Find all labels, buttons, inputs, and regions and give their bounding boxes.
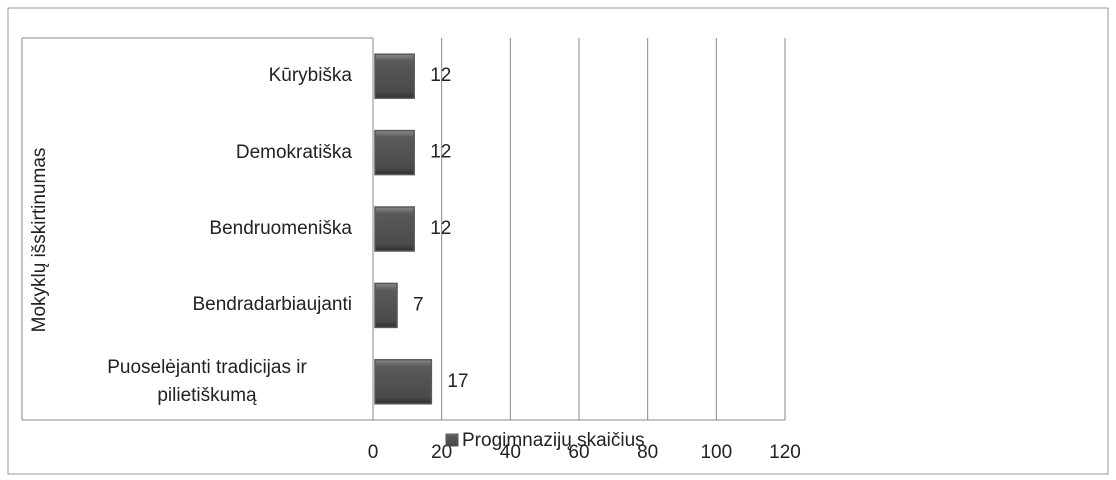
y-tick-label-box: Bendradarbiaujanti <box>62 275 352 335</box>
y-tick-label-box: Demokratiška <box>62 123 352 183</box>
data-label: 12 <box>430 218 451 239</box>
legend-label: Progimnazijų skaičius <box>462 430 645 451</box>
x-tick-label: 120 <box>769 442 801 463</box>
data-label: 12 <box>430 142 451 163</box>
y-tick-label: Kūrybiška <box>268 65 352 87</box>
chart-border <box>7 7 1109 475</box>
y-tick-label-box: Kūrybiška <box>62 46 352 106</box>
bar <box>374 129 415 176</box>
x-tick-label: 40 <box>500 442 521 463</box>
data-label: 12 <box>430 65 451 86</box>
data-label: 17 <box>447 371 468 392</box>
y-tick-label: Demokratiška <box>235 141 352 163</box>
bar <box>374 359 433 405</box>
y-axis-title: Mokyklų išskirtinumas <box>29 148 50 333</box>
bar <box>374 53 415 99</box>
legend-swatch <box>445 433 459 447</box>
x-tick-label: 60 <box>568 442 589 463</box>
y-tick-label: Bendradarbiaujanti <box>192 294 352 316</box>
bar <box>374 206 415 252</box>
y-tick-label-box: Puoselėjanti tradicijas ir pilietiškumą <box>62 352 352 412</box>
y-tick-label: Bendruomeniška <box>209 218 352 239</box>
x-tick-label: 20 <box>431 442 452 463</box>
x-tick-label: 80 <box>637 442 658 463</box>
data-label: 7 <box>413 294 424 315</box>
x-tick-label: 100 <box>700 442 732 463</box>
x-tick-label: 0 <box>368 442 379 463</box>
y-tick-label-box: Bendruomeniška <box>62 199 352 259</box>
bar <box>374 282 398 329</box>
y-tick-label: Puoselėjanti tradicijas ir pilietiškumą <box>107 356 307 406</box>
